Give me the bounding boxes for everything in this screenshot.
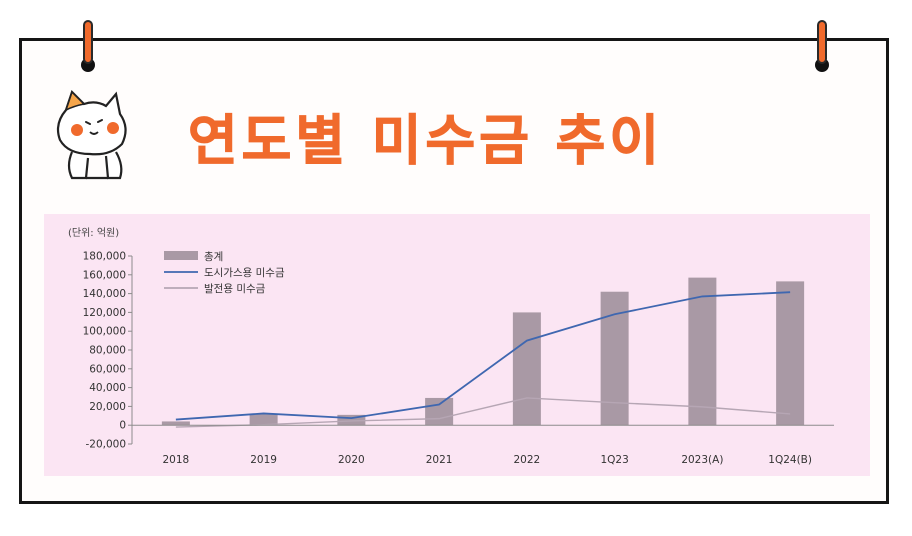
bar [776, 281, 805, 426]
y-tick-label: 120,000 [83, 307, 126, 319]
y-tick-label: 160,000 [83, 269, 126, 281]
line-power [175, 397, 791, 428]
bar [512, 312, 541, 426]
x-tick-label: 2018 [163, 454, 190, 466]
x-tick-label: 2022 [514, 454, 541, 466]
legend-swatch-bar [164, 251, 198, 260]
legend-label: 발전용 미수금 [204, 283, 266, 295]
y-tick-label: 140,000 [83, 288, 126, 300]
y-tick-label: 60,000 [89, 363, 126, 375]
x-tick-label: 2019 [250, 454, 277, 466]
bar [161, 421, 190, 426]
y-tick-label: -20,000 [85, 439, 126, 451]
x-tick-label: 2021 [426, 454, 453, 466]
y-tick-label: 180,000 [83, 251, 126, 263]
cat-mascot-icon [56, 89, 127, 180]
bar [688, 277, 717, 426]
legend-label: 도시가스용 미수금 [204, 267, 285, 279]
y-tick-label: 100,000 [83, 326, 126, 338]
line-series [175, 291, 791, 428]
binder-clip-left [83, 20, 93, 64]
page-title: 연도별 미수금 추이 [187, 109, 664, 173]
x-tick-label: 2023(A) [681, 454, 723, 466]
y-tick-label: 80,000 [89, 345, 126, 357]
binder-clip-right [817, 20, 827, 64]
bar-line-chart: 180,000 160,000 140,000 120,000 100,000 80,00… [83, 251, 834, 466]
y-tick-label: 0 [119, 420, 126, 432]
x-tick-label: 1Q23 [600, 454, 628, 466]
y-axis: 180,000 160,000 140,000 120,000 100,000 80,00… [83, 251, 133, 451]
bar-series [161, 277, 805, 426]
legend-label: 총계 [204, 251, 223, 263]
bar [337, 414, 366, 426]
x-tick-label: 1Q24(B) [768, 454, 812, 466]
y-tick-label: 20,000 [89, 401, 126, 413]
bar [249, 413, 278, 426]
x-tick-label: 2020 [338, 454, 365, 466]
line-city-gas [175, 291, 791, 421]
x-axis: 2018 2019 2020 2021 2022 1Q23 2023(A) 1Q24(B) [132, 424, 834, 466]
y-tick-label: 40,000 [89, 382, 126, 394]
chart-panel: (단위: 억원) 180,000 160,000 140,000 120,000 100… [44, 214, 870, 476]
unit-label: (단위: 억원) [68, 228, 120, 239]
bar [425, 397, 454, 426]
